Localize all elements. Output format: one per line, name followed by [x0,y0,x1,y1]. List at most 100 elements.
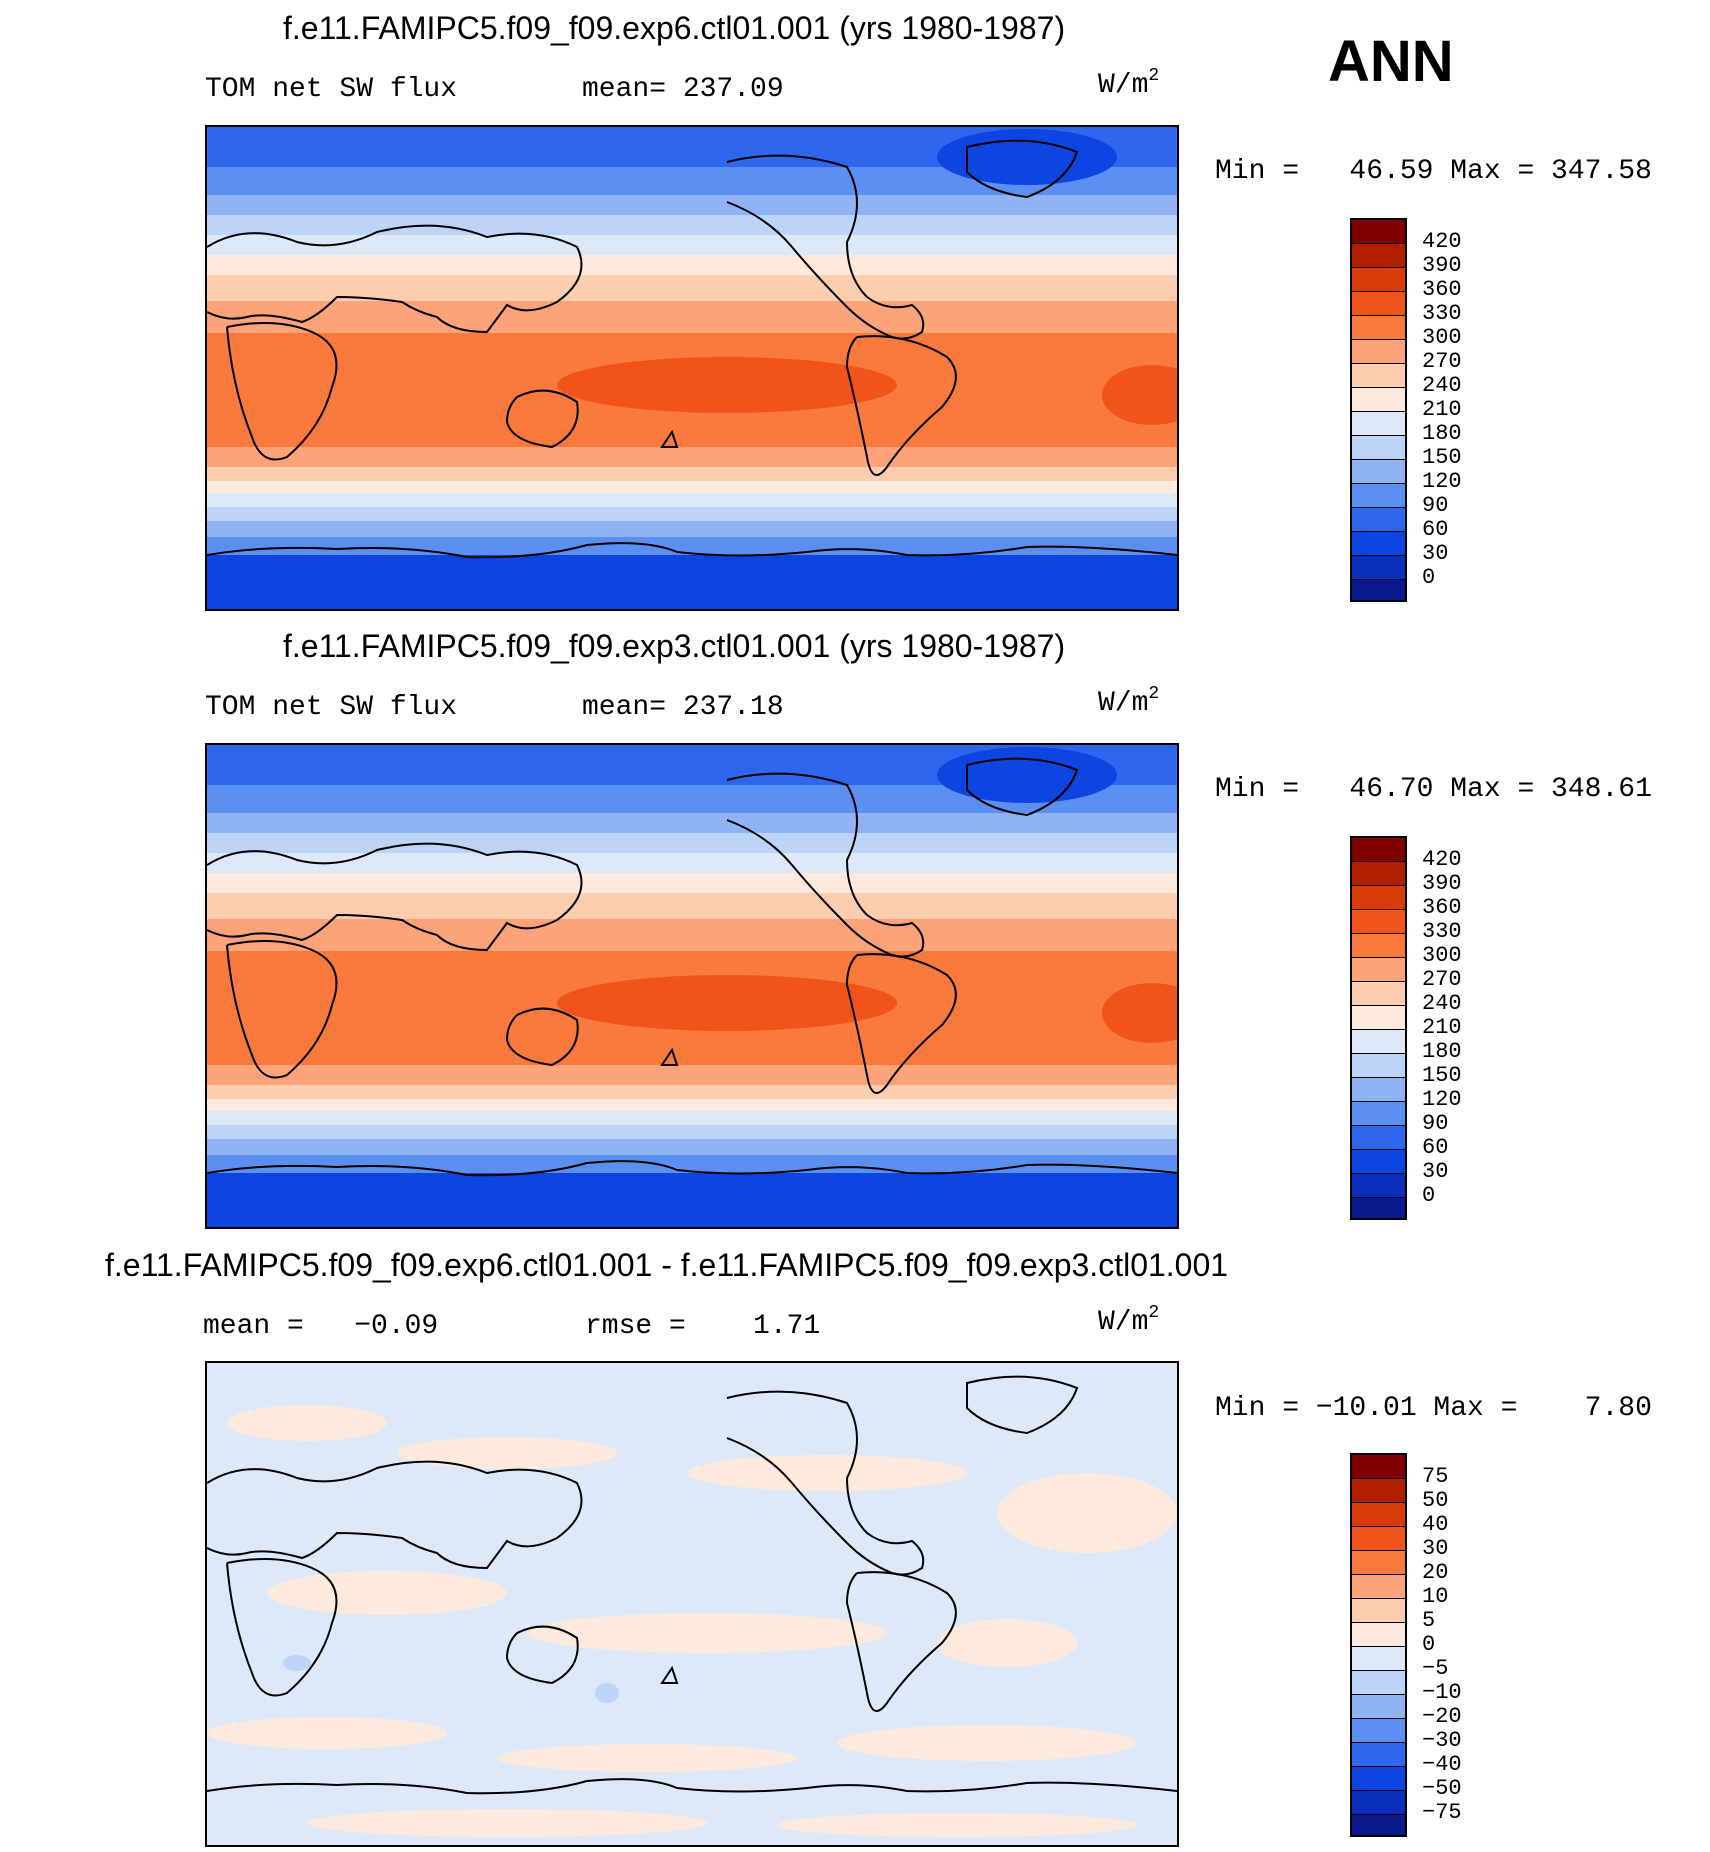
panel3-tick: −5 [1422,1656,1449,1681]
panel1-coast-australia [505,389,579,449]
panel3-patch [397,1437,617,1469]
panel3-map [205,1361,1179,1847]
panel3-tick: −75 [1422,1800,1462,1825]
panel1-map [205,125,1179,611]
panel1-cbar-bin [1352,220,1405,244]
panel2-cbar-bin [1352,1102,1405,1126]
panel1-band-n50 [207,215,1177,237]
panel2-tick: 360 [1422,895,1462,920]
panel3-coast-africa [226,1558,338,1697]
panel2-minmax: Min = 46.70 Max = 348.61 [1215,774,1652,805]
panel2-tick: 390 [1422,871,1462,896]
panel1-coast-greenland [966,139,1079,199]
panel2-band-s45 [207,1111,1177,1127]
panel2-cbar-bin [1352,1174,1405,1198]
panel3-cbar-bin [1352,1791,1405,1815]
panel2-title: f.e11.FAMIPC5.f09_f09.exp3.ctl01.001 (yr… [283,628,1066,664]
panel1-greenland-min [937,129,1117,185]
panel1-cbar-bin [1352,460,1405,484]
panel2-band-n20 [207,919,1177,953]
panel1-cbar-bin [1352,268,1405,292]
panel2-coast-samerica [845,953,957,1094]
panel3-title: f.e11.FAMIPC5.f09_f09.exp6.ctl01.001 - f… [105,1247,1229,1283]
panel1-tick: 150 [1422,445,1462,470]
panel2-coast-antarctica [207,1160,1177,1177]
panel3-patch [307,1809,707,1837]
panel2-cbar-bin [1352,838,1405,862]
panel1-tick: 120 [1422,469,1462,494]
panel3-cbar-bin [1352,1623,1405,1647]
panel1-tick: 90 [1422,493,1449,518]
panel2-variable-label: TOM net SW flux [205,692,458,723]
panel3-cbar-bin [1352,1503,1405,1527]
panel1-coast-eurasia [207,224,583,334]
panel2-tick: 150 [1422,1063,1462,1088]
panel1-cbar-bin [1352,364,1405,388]
panel3-tick: 50 [1422,1488,1449,1513]
panel3-tick: 0 [1422,1632,1436,1657]
panel2-mean-label: mean= 237.18 [582,692,784,723]
panel3-mean-label: mean = −0.09 [203,1311,439,1342]
panel3-cbar-bin [1352,1671,1405,1695]
panel2-cbar-bin [1352,1054,1405,1078]
panel1-coastlines [207,139,1177,559]
panel3-coast-samerica [845,1571,957,1712]
panel1-band-n40 [207,255,1177,277]
panel3-minmax: Min = −10.01 Max = 7.80 [1215,1393,1652,1424]
panel3-cbar-bin [1352,1743,1405,1767]
panel2-tick: 30 [1422,1159,1449,1184]
panel1-map-svg [207,127,1177,609]
panel2-coast-namerica [726,772,925,958]
panel2-map [205,743,1179,1229]
panel3-tick: 20 [1422,1560,1449,1585]
panel3-coast-greenland [966,1375,1079,1435]
panel2-tick: 180 [1422,1039,1462,1064]
panel1-tick: 60 [1422,517,1449,542]
panel3-negative-patches [283,1655,619,1703]
panel3-cbar-bin [1352,1551,1405,1575]
panel2-cbar-bin [1352,862,1405,886]
panel2-coast-australia [505,1007,579,1067]
panel2-cbar-bin [1352,910,1405,934]
panel1-cbar-bin [1352,532,1405,556]
panel3-units: W/m2 [1098,1303,1160,1338]
panel3-coast-antarctica [207,1778,1177,1795]
panel3-cbar-bin [1352,1527,1405,1551]
panel3-coast-newzealand [660,1665,679,1684]
panel2-tick: 60 [1422,1135,1449,1160]
panel3-coast-australia [505,1625,579,1685]
panel3-coast-eurasia [207,1460,583,1570]
panel1-band-n45 [207,235,1177,257]
panel2-map-svg [207,745,1177,1227]
panel2-cbar-bin [1352,934,1405,958]
panel1-band-s35 [207,467,1177,483]
panel2-cbar-bin [1352,1150,1405,1174]
panel1-cbar-bin [1352,556,1405,580]
panel1-cbar-bin [1352,412,1405,436]
panel2-colorbar [1350,836,1407,1220]
panel1-coast-antarctica [207,542,1177,559]
panel1-band-s40 [207,481,1177,495]
panel2-tick: 120 [1422,1087,1462,1112]
panel2-cbar-bin [1352,886,1405,910]
panel1-band-n55 [207,195,1177,217]
panel2-tick: 240 [1422,991,1462,1016]
panel3-patch [997,1473,1177,1553]
panel1-cbar-bin [1352,340,1405,364]
panel1-cbar-bin [1352,484,1405,508]
panel3-cbar-bin [1352,1719,1405,1743]
panel3-patch [937,1619,1077,1667]
panel3-patch [777,1813,1137,1837]
panel2-band-s35 [207,1085,1177,1101]
panel2-tick: 270 [1422,967,1462,992]
panel3-patch [267,1571,507,1615]
panel1-coast-africa [226,322,338,461]
panel1-atlantic-max [1102,365,1177,425]
panel1-tick: 30 [1422,541,1449,566]
panel1-band-s50 [207,507,1177,523]
panel1-cbar-bin [1352,436,1405,460]
panel1-tick: 330 [1422,301,1462,326]
panel2-band-n45 [207,853,1177,875]
panel3-cbar-bin [1352,1695,1405,1719]
panel1-band-s30 [207,447,1177,469]
